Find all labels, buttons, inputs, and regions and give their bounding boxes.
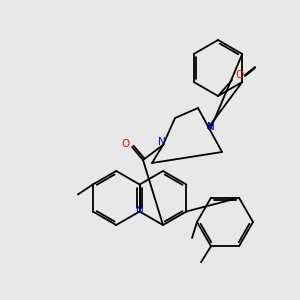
- Text: N: N: [136, 206, 143, 217]
- Text: O: O: [121, 139, 129, 149]
- Text: O: O: [235, 70, 243, 80]
- Text: N: N: [207, 122, 215, 132]
- Text: N: N: [158, 137, 166, 147]
